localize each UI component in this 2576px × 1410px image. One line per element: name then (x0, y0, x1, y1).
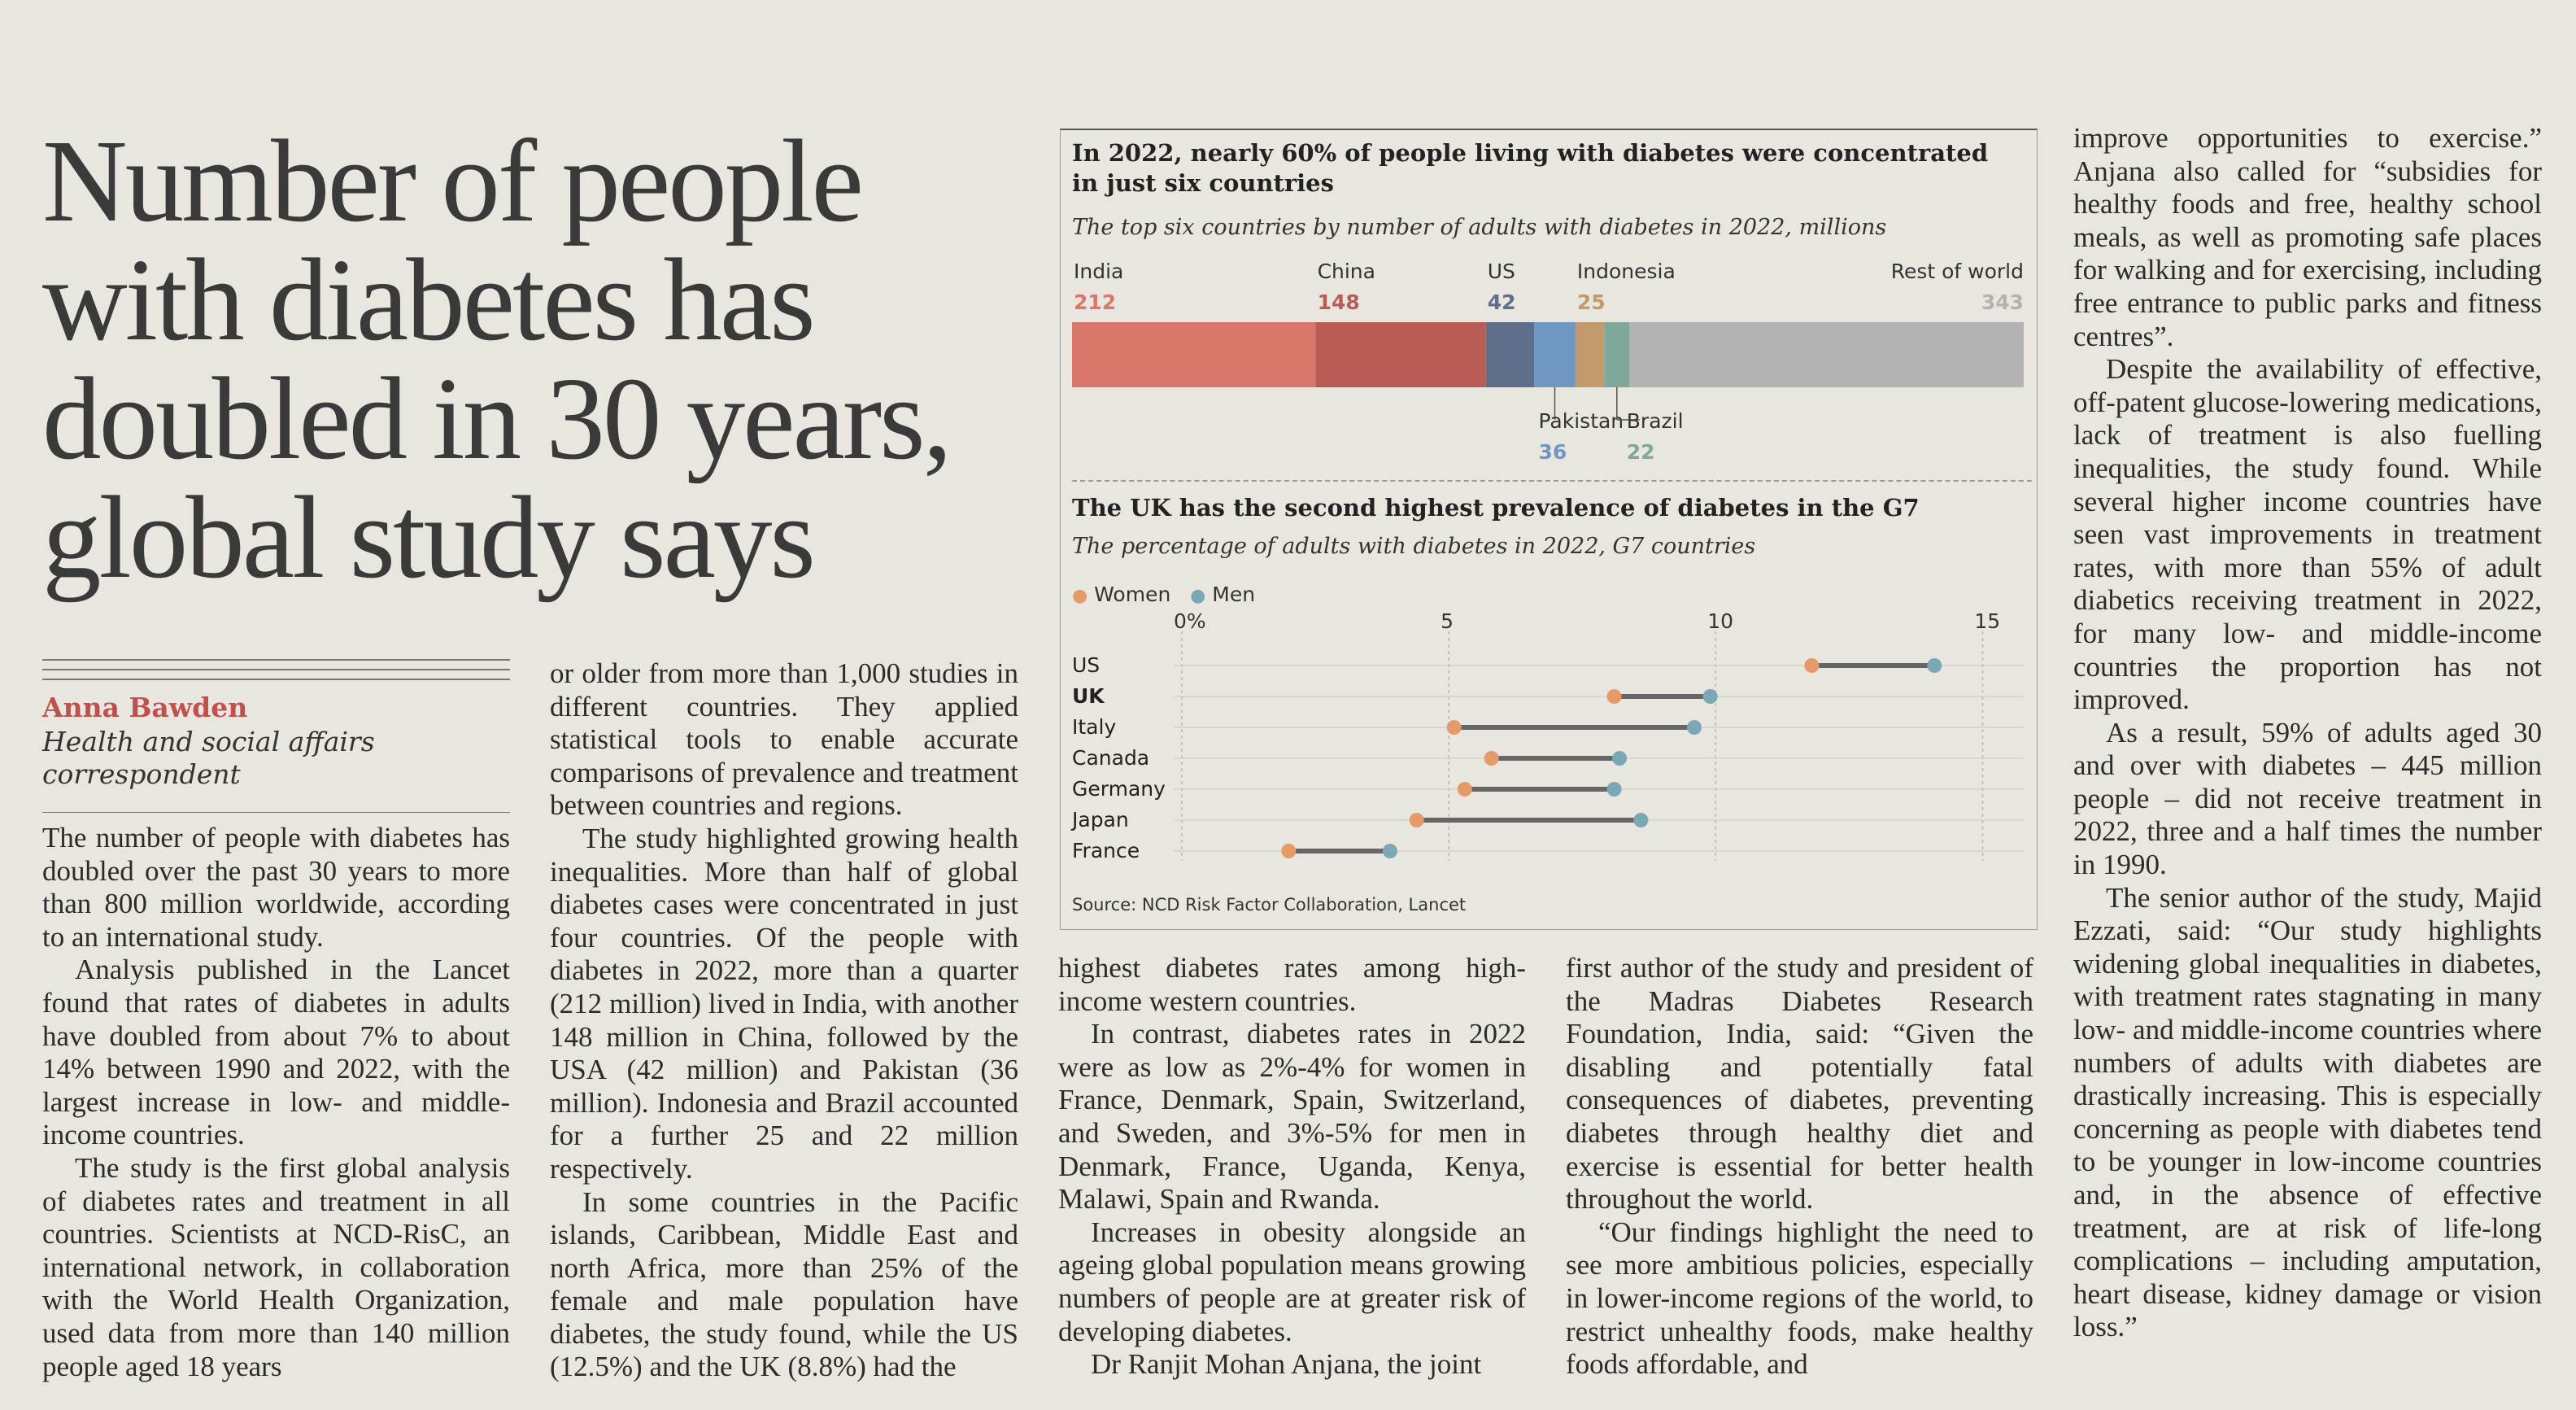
women-point (1457, 782, 1472, 797)
bar-segment-rest-of-world (1629, 322, 2024, 387)
headline-line: Number of people (42, 116, 864, 247)
legend-men-label: Men (1212, 583, 1256, 606)
women-point (1446, 720, 1462, 735)
paragraph: Analysis published in the Lancet found t… (42, 954, 510, 1151)
bar-segment-indonesia (1575, 322, 1605, 387)
value-label: 36 (1538, 440, 1567, 464)
value-label: 42 (1488, 290, 1516, 314)
paragraph: In contrast, diabetes rates in 2022 were… (1058, 1018, 1526, 1216)
paragraph: As a result, 59% of adults aged 30 and o… (2073, 716, 2542, 881)
paragraph: The study is the first global analysis o… (42, 1151, 510, 1382)
chart-divider (1072, 480, 2032, 482)
byline-role: correspondent (42, 758, 241, 790)
category-label: Italy (1072, 715, 1116, 739)
article-column-1: The number of people with diabetes has d… (42, 822, 510, 1383)
men-point (1687, 720, 1702, 735)
chart-2-legend: ● Women ● Men (1072, 583, 1255, 606)
paragraph: Increases in obesity alongside an ageing… (1058, 1216, 1526, 1347)
category-label: Pakistan (1538, 409, 1624, 433)
women-point (1281, 844, 1297, 858)
women-point (1804, 658, 1820, 673)
article-column-5: improve opportunities to exercise.” Anja… (2073, 122, 2542, 1344)
byline-name: Anna Bawden (42, 692, 248, 723)
men-point (1702, 689, 1718, 704)
chart-source: Source: NCD Risk Factor Collaboration, L… (1072, 895, 1467, 915)
category-label: US (1488, 260, 1515, 283)
graphic-box (1060, 129, 2038, 930)
paragraph: Despite the availability of effective, o… (2073, 353, 2542, 716)
bar-segment-pakistan (1534, 322, 1576, 387)
paragraph: “Our findings highlight the need to see … (1566, 1216, 2033, 1381)
category-label: US (1072, 653, 1100, 677)
byline-role: Health and social affairs (42, 726, 375, 757)
byline-rule (42, 659, 510, 661)
chart-2-dumbbell: 0% 5 10 15 US UK Italy Canada Germany Japan France (1070, 610, 2024, 862)
men-point (1612, 751, 1628, 766)
article-column-3: highest diabetes rates among high-income… (1058, 952, 1526, 1382)
x-tick-label: 0% (1174, 610, 1206, 633)
byline-rule (42, 679, 510, 680)
chart-2-subtitle: The percentage of adults with diabetes i… (1072, 534, 1756, 559)
chart-1-title: In 2022, nearly 60% of people living wit… (1072, 139, 1989, 197)
category-label: Canada (1072, 746, 1149, 770)
chart-1-stacked-bar: India 212 China 148 US 42 Indonesia 25 Rest of w… (1072, 260, 2024, 464)
category-label: UK (1072, 684, 1105, 708)
men-point (1927, 658, 1942, 673)
paragraph: highest diabetes rates among high-income… (1058, 952, 1526, 1017)
category-label: China (1318, 260, 1375, 283)
value-label: 212 (1074, 290, 1116, 314)
category-label: India (1074, 260, 1123, 283)
women-point (1484, 751, 1499, 766)
article-column-2: or older from more than 1,000 studies in… (550, 657, 1018, 1384)
category-label: France (1072, 839, 1140, 862)
paragraph: In some countries in the Pacific islands… (550, 1185, 1018, 1383)
x-tick-label: 15 (1974, 610, 2000, 633)
bar-segment-us (1485, 322, 1535, 387)
bar-segment-china (1315, 322, 1486, 387)
category-label: Indonesia (1577, 260, 1676, 283)
category-label: Brazil (1627, 409, 1684, 433)
chart-1-subtitle: The top six countries by number of adult… (1072, 215, 1887, 240)
paragraph: or older from more than 1,000 studies in… (550, 657, 1018, 822)
byline-rule (42, 669, 510, 670)
paragraph: The number of people with diabetes has d… (42, 822, 510, 953)
paragraph: Dr Ranjit Mohan Anjana, the joint (1091, 1348, 1482, 1381)
paragraph: first author of the study and president … (1566, 952, 2033, 1216)
bar-segment-brazil (1604, 322, 1630, 387)
paragraph: The senior author of the study, Majid Ez… (2073, 881, 2542, 1343)
value-label: 148 (1318, 290, 1360, 314)
men-point (1633, 813, 1649, 827)
category-label: Rest of world (1891, 260, 2024, 283)
paragraph: improve opportunities to exercise.” Anja… (2073, 122, 2542, 352)
x-tick-label: 10 (1707, 610, 1733, 633)
value-label: 343 (1981, 290, 2024, 314)
x-tick-label: 5 (1441, 610, 1454, 633)
women-point (1409, 813, 1424, 827)
men-point (1606, 782, 1622, 797)
headline: Number of people with diabetes has doubl… (42, 122, 1026, 597)
men-point (1382, 844, 1397, 858)
headline-line: doubled in 30 years, (42, 354, 952, 484)
women-point (1606, 689, 1622, 704)
legend-women-dot: ● (1072, 586, 1088, 606)
legend-women-label: Women (1094, 583, 1171, 606)
category-label: Germany (1072, 777, 1166, 801)
value-label: 25 (1577, 290, 1606, 314)
byline-divider (42, 812, 510, 813)
bar-segment-india (1072, 322, 1316, 387)
article-column-4: first author of the study and president … (1566, 952, 2033, 1382)
headline-line: with diabetes has (42, 235, 816, 365)
paragraph: The study highlighted growing health ine… (550, 822, 1018, 1185)
chart-2-title: The UK has the second highest prevalence… (1072, 494, 1920, 522)
headline-line: global study says (42, 473, 816, 603)
category-label: Japan (1070, 808, 1129, 832)
value-label: 22 (1627, 440, 1655, 464)
legend-men-dot: ● (1190, 586, 1206, 606)
